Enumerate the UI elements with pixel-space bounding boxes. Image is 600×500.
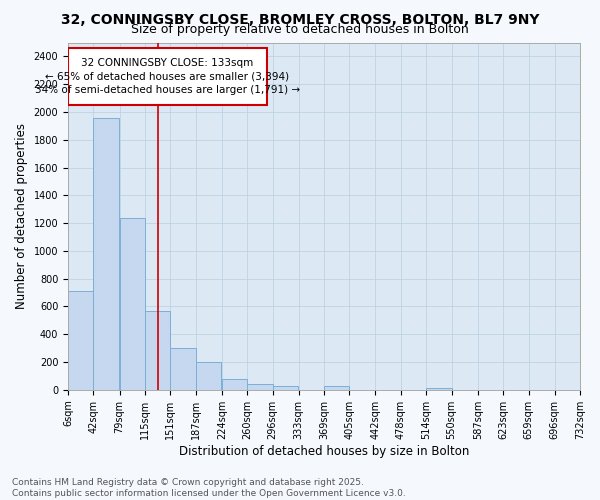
Bar — [196, 362, 221, 390]
Bar — [426, 388, 452, 390]
Bar — [68, 291, 94, 390]
Bar — [324, 386, 349, 390]
Bar — [94, 118, 119, 390]
Y-axis label: Number of detached properties: Number of detached properties — [15, 123, 28, 309]
Text: 32, CONNINGSBY CLOSE, BROMLEY CROSS, BOLTON, BL7 9NY: 32, CONNINGSBY CLOSE, BROMLEY CROSS, BOL… — [61, 12, 539, 26]
Text: Size of property relative to detached houses in Bolton: Size of property relative to detached ho… — [131, 22, 469, 36]
Bar — [119, 218, 145, 390]
X-axis label: Distribution of detached houses by size in Bolton: Distribution of detached houses by size … — [179, 444, 469, 458]
Bar — [247, 384, 272, 390]
Text: 32 CONNINGSBY CLOSE: 133sqm
← 65% of detached houses are smaller (3,394)
34% of : 32 CONNINGSBY CLOSE: 133sqm ← 65% of det… — [35, 58, 300, 94]
Bar — [145, 310, 170, 390]
FancyBboxPatch shape — [68, 48, 267, 105]
Bar — [272, 386, 298, 390]
Bar — [170, 348, 196, 390]
Bar — [222, 378, 247, 390]
Text: Contains HM Land Registry data © Crown copyright and database right 2025.
Contai: Contains HM Land Registry data © Crown c… — [12, 478, 406, 498]
